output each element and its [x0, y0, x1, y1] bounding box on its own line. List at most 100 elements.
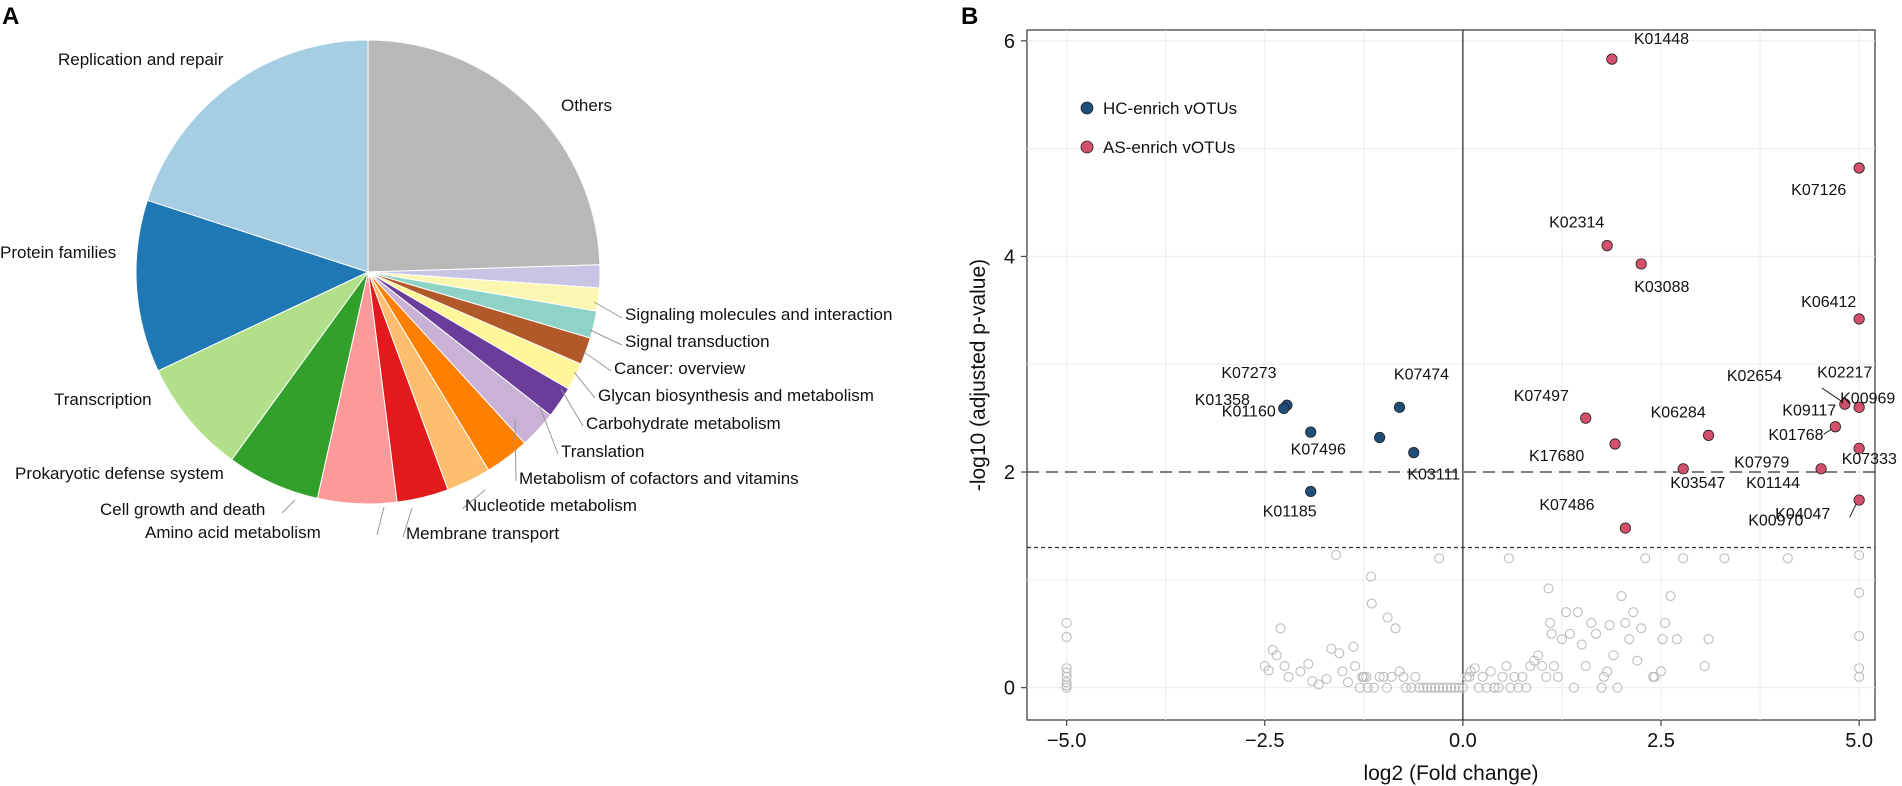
pie-leader-line — [573, 371, 596, 399]
hc-point-k01185 — [1305, 485, 1317, 498]
pie-label-carbohydrate-metabolism: Carbohydrate metabolism — [586, 414, 781, 433]
nonsignificant-point — [1556, 634, 1568, 645]
nonsignificant-point — [1576, 639, 1587, 650]
nonsignificant-point — [1271, 650, 1282, 661]
point-label-k03547: K03547 — [1670, 475, 1725, 492]
point-label-k01768: K01768 — [1768, 427, 1823, 444]
as-point-k01448 — [1606, 53, 1618, 65]
nonsignificant-point — [1303, 658, 1314, 669]
nonsignificant-point — [1671, 634, 1682, 645]
point-label-k03088: K03088 — [1634, 279, 1689, 296]
nonsignificant-point — [1782, 553, 1793, 564]
nonsignificant-point — [1390, 623, 1401, 634]
pie-label-membrane-transport: Membrane transport — [406, 524, 559, 543]
point-label-k07496: K07496 — [1291, 442, 1346, 459]
nonsignificant-point — [1381, 682, 1392, 693]
nonsignificant-point — [1505, 682, 1516, 693]
nonsignificant-point — [1061, 677, 1072, 688]
nonsignificant-point — [1321, 673, 1332, 685]
nonsignificant-point — [1616, 590, 1627, 602]
nonsignificant-point — [1596, 682, 1607, 693]
callout-line — [1821, 387, 1843, 403]
nonsignificant-point — [1501, 661, 1512, 672]
nonsignificant-point — [1481, 682, 1492, 693]
nonsignificant-point — [1449, 682, 1461, 693]
nonsignificant-point — [1572, 607, 1583, 618]
nonsignificant-point — [1434, 682, 1445, 693]
nonsignificant-point — [1445, 682, 1457, 693]
nonsignificant-point — [1464, 671, 1475, 682]
as-point-k17680 — [1609, 438, 1621, 450]
pie-label-others: Others — [561, 96, 612, 115]
legend-swatch-hc-enrich-votus — [1080, 101, 1094, 115]
nonsignificant-point — [1453, 682, 1464, 693]
nonsignificant-point — [1497, 671, 1508, 682]
y-tick-label: 0 — [1004, 678, 1015, 700]
nonsignificant-point — [1061, 667, 1072, 678]
nonsignificant-point — [1854, 671, 1865, 682]
panel-b-letter: B — [961, 3, 978, 30]
as-point-k07979 — [1853, 442, 1865, 454]
nonsignificant-point — [1580, 661, 1591, 672]
x-tick-label: −2.5 — [1245, 730, 1284, 752]
point-label-k00970: K00970 — [1748, 512, 1803, 529]
pie-label-signaling-molecules-and-interaction: Signaling molecules and interaction — [625, 305, 892, 324]
as-point-k01144 — [1815, 463, 1827, 475]
point-label-k07333: K07333 — [1842, 451, 1897, 468]
nonsignificant-point — [1400, 682, 1411, 693]
nonsignificant-point — [1263, 665, 1274, 676]
pie-label-prokaryotic-defense-system: Prokaryotic defense system — [15, 464, 224, 483]
nonsignificant-point — [1279, 661, 1290, 672]
nonsignificant-point — [1703, 634, 1714, 645]
nonsignificant-point — [1365, 571, 1377, 582]
nonsignificant-point — [1564, 628, 1575, 639]
nonsignificant-point — [1457, 682, 1468, 693]
hc-points — [1278, 399, 1420, 498]
nonsignificant-point — [1586, 617, 1597, 629]
nonsignificant-point — [1485, 666, 1496, 677]
pie-label-protein-families: Protein families — [0, 243, 116, 262]
hc-point-k07474 — [1393, 401, 1406, 413]
as-point-k07497 — [1580, 412, 1592, 424]
hc-point-k01160 — [1278, 402, 1290, 415]
nonsignificant-point — [1418, 682, 1429, 693]
nonsignificant-point — [1503, 553, 1514, 564]
nonsignificant-point — [1350, 661, 1361, 672]
point-label-k01160: K01160 — [1222, 403, 1276, 420]
as-point-k03547 — [1677, 463, 1689, 475]
pie-label-glycan-biosynthesis-and-metabolism: Glycan biosynthesis and metabolism — [598, 386, 874, 405]
nonsignificant-point — [1337, 666, 1348, 677]
as-point-k02314 — [1601, 240, 1613, 252]
nonsignificant-point — [1434, 553, 1445, 564]
pie-label-transcription: Transcription — [54, 390, 152, 409]
nonsignificant-point — [1655, 666, 1667, 677]
nonsignificant-point — [1509, 671, 1520, 682]
nonsignificant-point — [1422, 682, 1433, 693]
pie-slice-transcription — [157, 271, 369, 461]
as-point-k07126 — [1853, 162, 1865, 174]
point-label-k06284: K06284 — [1651, 404, 1706, 421]
pie-chart — [135, 39, 601, 505]
point-label-k00969: K00969 — [1840, 391, 1895, 408]
pie-slice-others — [367, 39, 601, 273]
nonsignificant-point — [1699, 661, 1710, 672]
as-point-k06284 — [1702, 429, 1715, 441]
hc-point-k07496 — [1374, 431, 1386, 444]
point-label-k04047: K04047 — [1775, 506, 1830, 523]
x-tick-label: −5.0 — [1047, 730, 1086, 752]
point-label-k01185: K01185 — [1263, 503, 1317, 520]
point-label-k01358: K01358 — [1195, 392, 1250, 409]
as-point-k06412 — [1853, 313, 1865, 325]
nonsignificant-point — [1640, 553, 1651, 564]
nonsignificant-point — [1612, 682, 1623, 693]
nonsignificant-point — [1061, 617, 1072, 629]
nonsignificant-point — [1590, 628, 1602, 639]
nonsignificant-point — [1632, 655, 1643, 666]
nonsignificant-point — [1657, 634, 1668, 645]
nonsignificant-point — [1560, 607, 1571, 618]
x-axis-title: log2 (Fold change) — [1363, 762, 1538, 785]
point-label-k07126: K07126 — [1791, 182, 1846, 199]
as-point-k07486 — [1619, 522, 1631, 534]
nonsignificant-point — [1441, 682, 1453, 693]
